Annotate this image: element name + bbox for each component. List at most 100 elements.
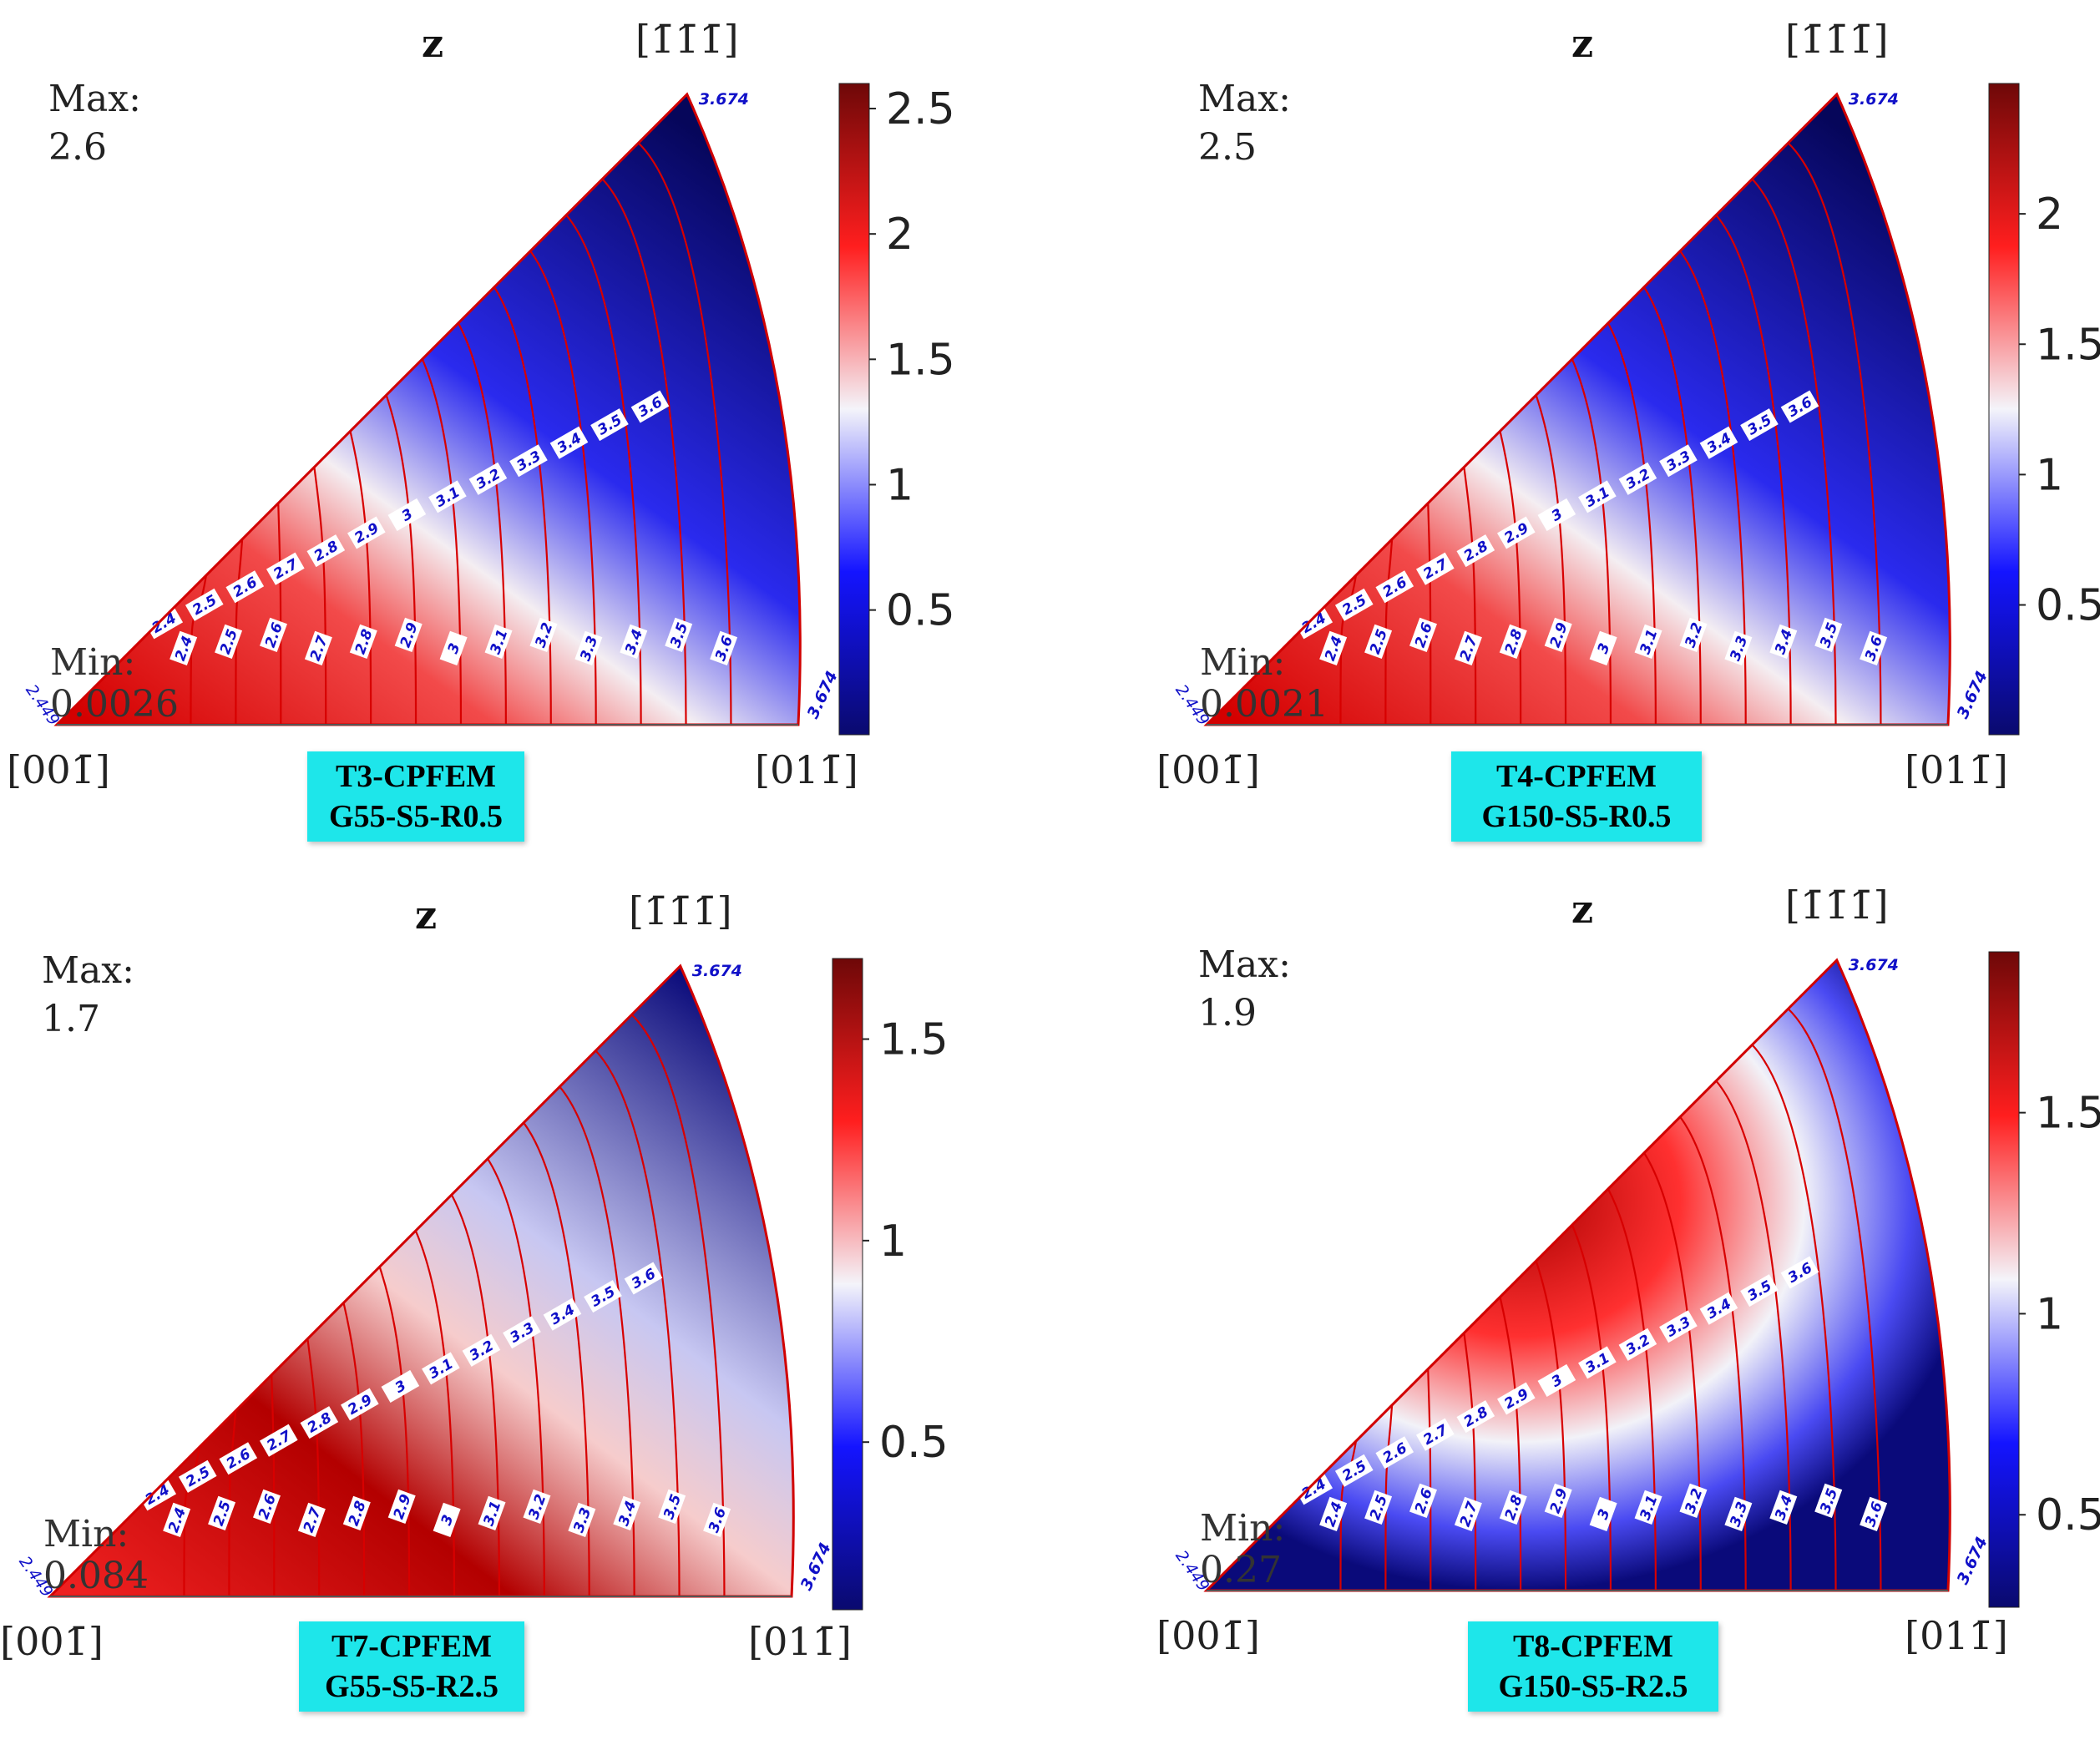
contour-label-box <box>630 390 670 423</box>
contour-label-box <box>590 408 629 442</box>
contour-label-box <box>1699 426 1738 459</box>
contour-label: 3 <box>433 1502 461 1538</box>
contour-label-box <box>342 1495 371 1531</box>
edge-value-label: 3.674 <box>1954 1534 1991 1587</box>
contour-label-box <box>259 617 287 653</box>
contour-label-box <box>163 1502 191 1538</box>
max-label: Max: <box>42 949 134 992</box>
max-label: Max: <box>1198 78 1291 120</box>
contour-label-box <box>1634 1490 1662 1525</box>
contour-label-box <box>1724 630 1753 666</box>
contour-line <box>385 394 417 726</box>
min-label: Min: <box>50 641 135 684</box>
contour-label-box <box>170 630 198 666</box>
colorbar-tick-label: 1 <box>2036 450 2063 500</box>
panel-label-t3: T3-CPFEM G55-S5-R0.5 <box>307 751 524 842</box>
ipf-panel-3: 2.42.42.52.52.62.62.72.72.82.82.92.9333.… <box>0 888 949 1664</box>
contour-label-box <box>297 1502 326 1538</box>
corner-label-011: [011̄] <box>755 747 858 792</box>
contour-label-box <box>219 1442 258 1475</box>
colorbar-tick-label: 1 <box>2036 1289 2063 1339</box>
axis-label-z: z <box>1571 887 1593 932</box>
contour-label-box <box>1499 1490 1527 1525</box>
contour-label-box <box>462 1333 501 1367</box>
contour-label-box <box>624 1262 663 1295</box>
contour-label-box <box>1537 498 1576 531</box>
contour-label-box <box>1456 1400 1495 1434</box>
contour-label-box <box>1537 1363 1576 1397</box>
contour-label-box <box>1415 552 1455 585</box>
contour-label-box <box>259 1424 298 1457</box>
contour-line <box>1535 394 1567 726</box>
contour-label: 2.9 <box>1497 1382 1536 1415</box>
contour-label-box <box>1814 617 1843 653</box>
contour-line <box>1643 1152 1702 1591</box>
contour-line <box>1571 358 1612 726</box>
contour-line <box>601 178 687 726</box>
contour-label-box <box>1814 1483 1843 1519</box>
max-value: 1.9 <box>1198 992 1257 1034</box>
ipf-triangle-outline <box>53 92 802 726</box>
colorbar <box>832 958 863 1611</box>
contour-line <box>1751 1044 1837 1591</box>
colorbar-tick-label: 1.5 <box>886 335 955 385</box>
contour-label-box <box>1618 462 1657 495</box>
colorbar-tick-label: 0.5 <box>886 586 955 636</box>
contour-line <box>565 214 642 726</box>
contour-label-box <box>1319 1496 1348 1532</box>
contour-label-box <box>349 624 377 660</box>
contour-label-box <box>478 1495 506 1531</box>
panel-label-line1: T7-CPFEM <box>331 1629 493 1664</box>
contour-label-box <box>703 1502 731 1538</box>
contour-label-box <box>1860 630 1888 666</box>
colorbar-tick-label: 2 <box>886 210 913 260</box>
contour-label-box <box>225 570 265 604</box>
colorbar-tick-label: 0.5 <box>879 1418 949 1468</box>
max-value: 1.7 <box>42 998 100 1040</box>
contour-label: 3 <box>1589 1496 1617 1532</box>
contour-line <box>450 1194 500 1597</box>
corner-label-011: [011̄] <box>748 1619 852 1664</box>
colorbar-tick-label: 0.5 <box>2036 1490 2100 1540</box>
contour-label-box <box>665 617 693 653</box>
contour-line <box>1427 1368 1432 1591</box>
contour-line <box>1751 178 1837 726</box>
corner-label-111: [1̄1̄1̄] <box>1785 883 1889 928</box>
contour-label-box <box>387 1489 416 1525</box>
contour-label: 2.8 <box>1456 1400 1495 1434</box>
contour-label-box <box>1860 1496 1888 1532</box>
corner-label-111: [1̄1̄1̄] <box>635 17 739 62</box>
contour-line <box>457 322 507 726</box>
edge-value-label: 3.674 <box>804 668 842 721</box>
panel-label-t8: T8-CPFEM G150-S5-R2.5 <box>1468 1621 1718 1712</box>
colorbar-tick-label: 1.5 <box>879 1015 949 1065</box>
contour-label-box <box>1724 1496 1753 1532</box>
contour-label-box <box>1334 1454 1374 1487</box>
edge-value-label: 3.674 <box>692 962 742 980</box>
contour-line <box>306 1338 321 1597</box>
contour-label-box <box>208 1495 236 1531</box>
corner-label-011: [011̄] <box>1905 747 2008 792</box>
contour-label-box <box>523 1489 551 1525</box>
contour-label-box <box>185 588 224 621</box>
contour-label-box <box>1618 1328 1657 1361</box>
colorbar-tick-label: 1 <box>879 1216 907 1267</box>
contour-label-box <box>1319 630 1348 666</box>
contour-label-box <box>304 630 332 666</box>
contour-label-box <box>658 1489 686 1525</box>
colorbar-tick-label: 1.5 <box>2036 1089 2100 1139</box>
max-value: 2.6 <box>48 126 107 169</box>
corner-label-011: [011̄] <box>1905 1613 2008 1658</box>
corner-label-001: [001̄] <box>1156 747 1260 792</box>
colorbar <box>1988 83 2020 736</box>
contour-label-box <box>1334 588 1374 621</box>
edge-value-label: 3.674 <box>1849 90 1899 109</box>
panel-label-line2: G55-S5-R0.5 <box>329 799 503 834</box>
contour-label: 3.3 <box>1659 1310 1698 1343</box>
contour-label-box <box>1578 1346 1617 1379</box>
contour-label-box <box>613 1495 641 1531</box>
contour-label-box <box>178 1459 217 1493</box>
corner-label-111: [1̄1̄1̄] <box>629 888 732 933</box>
contour-label-box <box>394 617 423 653</box>
